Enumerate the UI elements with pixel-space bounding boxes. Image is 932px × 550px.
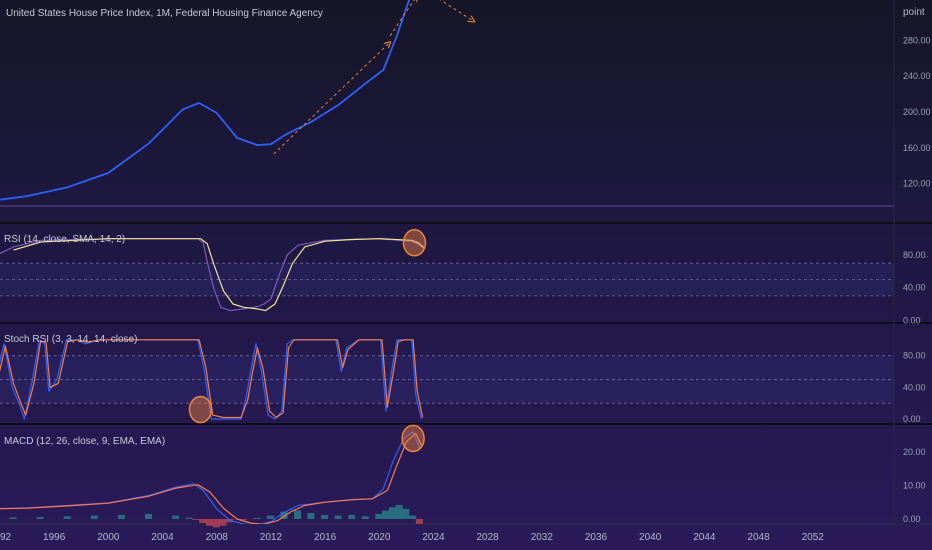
histogram-bar (90, 515, 98, 519)
histogram-bar (145, 513, 152, 519)
price-tick-label: 240.00 (903, 71, 931, 81)
time-tick-label: 1996 (43, 532, 66, 543)
histogram-bar (280, 511, 288, 519)
macd-pane-title: MACD (12, 26, close, 9, EMA, EMA) (4, 436, 166, 447)
price-tick-label: 0.00 (903, 514, 921, 524)
time-tick-label: 2036 (585, 532, 608, 543)
histogram-bar (307, 512, 315, 519)
histogram-bar (9, 517, 17, 519)
histogram-bar (199, 518, 207, 523)
trend-arrow (439, 0, 474, 21)
series-line-0-0 (0, 0, 410, 201)
histogram-bar (388, 507, 396, 519)
time-tick-label: 2012 (260, 532, 283, 543)
stoch-rsi-pane-title: Stoch RSI (3, 3, 14, 14, close) (4, 334, 138, 345)
histogram-bar (266, 515, 274, 519)
time-tick-label: 2028 (477, 532, 500, 543)
time-tick-label: 2048 (747, 532, 770, 543)
histogram-bar (395, 504, 403, 519)
histogram-bar (402, 508, 410, 519)
histogram-bar (117, 514, 125, 519)
price-tick-label: 160.00 (903, 143, 931, 153)
price-tick-label: 200.00 (903, 107, 931, 117)
time-tick-label: 2008 (206, 532, 229, 543)
price-tick-label: 80.00 (903, 250, 926, 260)
histogram-bar (361, 516, 369, 519)
histogram-bar (192, 518, 200, 520)
series-line-3-1 (0, 432, 422, 524)
histogram-bar (63, 516, 71, 519)
histogram-bar (409, 515, 417, 519)
time-tick-label: 2024 (422, 532, 445, 543)
histogram-bar (375, 513, 383, 519)
histogram-bar (348, 514, 356, 519)
histogram-bar (172, 515, 180, 519)
time-tick-label: 2004 (151, 532, 174, 543)
price-tick-label: 0.00 (903, 315, 921, 325)
time-tick-label: 1992 (0, 532, 12, 543)
highlight-circle (401, 424, 425, 453)
time-tick-label: 2020 (368, 532, 391, 543)
time-tick-label: 2052 (802, 532, 825, 543)
price-tick-label: 80.00 (903, 351, 926, 361)
highlight-circle (402, 229, 427, 257)
price-tick-label: 280.00 (903, 35, 931, 45)
histogram-bar (219, 518, 227, 526)
histogram-bar (212, 518, 220, 528)
price-tick-label: 40.00 (903, 283, 926, 293)
histogram-bar (294, 510, 301, 519)
series-line-2-1 (0, 339, 424, 419)
histogram-bar (239, 518, 247, 520)
unit-label: point (903, 7, 925, 18)
histogram-bar (334, 515, 342, 519)
series-line-1-1 (13, 238, 425, 312)
histogram-bar (321, 514, 329, 519)
histogram-bar (415, 518, 423, 524)
time-tick-label: 2016 (314, 532, 337, 543)
price-tick-label: 10.00 (903, 480, 926, 490)
time-tick-label: 2040 (639, 532, 662, 543)
time-tick-label: 2044 (693, 532, 716, 543)
trend-arrow (273, 42, 390, 155)
highlight-circle (188, 395, 213, 424)
histogram-bar (253, 517, 261, 519)
price-tick-label: 20.00 (903, 447, 926, 457)
time-tick-label: 2032 (531, 532, 554, 543)
rsi-pane-title: RSI (14, close, SMA, 14, 2) (4, 234, 126, 245)
histogram-bar (185, 517, 193, 519)
main-chart-title: United States House Price Index, 1M, Fed… (6, 8, 323, 19)
price-tick-label: 120.00 (903, 179, 931, 189)
histogram-bar (205, 518, 213, 526)
trend-arrow (389, 0, 417, 37)
price-tick-label: 40.00 (903, 382, 926, 392)
histogram-bar (382, 510, 390, 519)
price-tick-label: 0.00 (903, 414, 921, 424)
time-tick-label: 2000 (97, 532, 120, 543)
histogram-bar (36, 516, 44, 519)
